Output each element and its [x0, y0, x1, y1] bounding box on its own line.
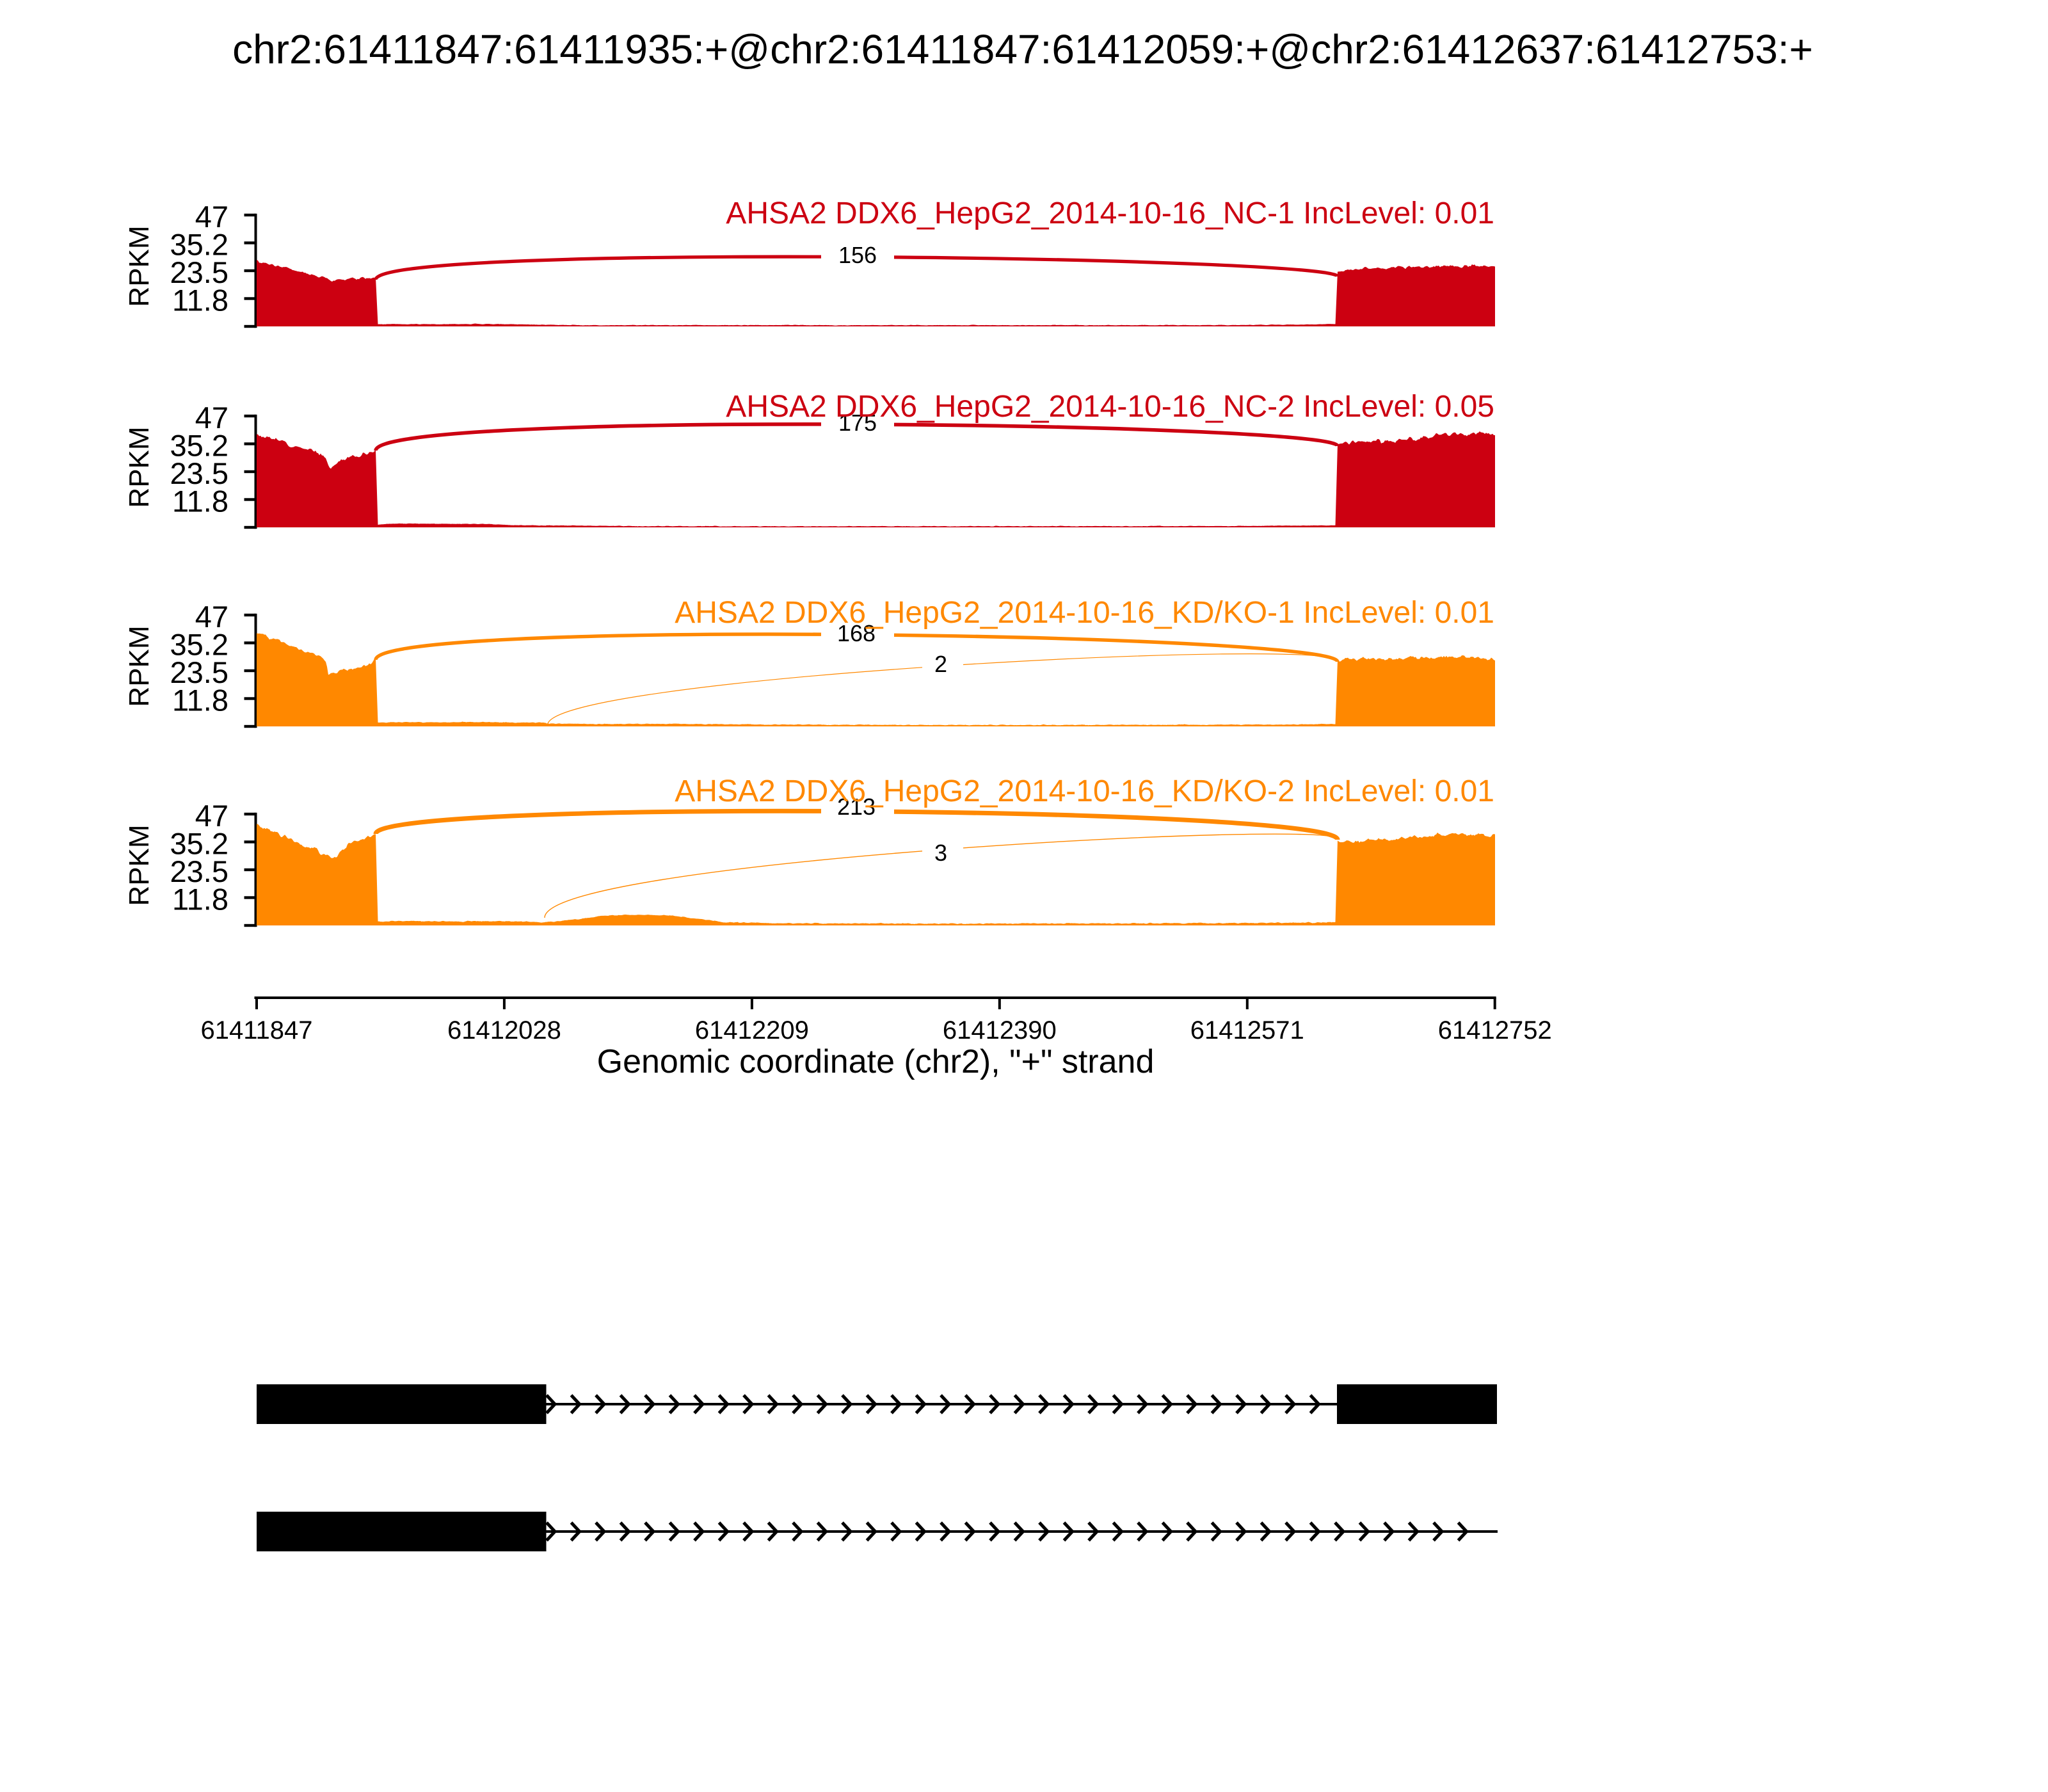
- svg-text:chr2:61411847:61411935:+@chr2:: chr2:61411847:61411935:+@chr2:61411847:6…: [232, 26, 1813, 72]
- svg-text:RPKM: RPKM: [124, 426, 155, 508]
- svg-text:61412028: 61412028: [447, 1016, 561, 1044]
- svg-text:11.8: 11.8: [172, 284, 228, 317]
- svg-text:61412390: 61412390: [943, 1016, 1057, 1044]
- svg-text:47: 47: [195, 799, 228, 833]
- svg-text:61412752: 61412752: [1438, 1016, 1552, 1044]
- svg-text:AHSA2 DDX6_HepG2_2014-10-16_KD: AHSA2 DDX6_HepG2_2014-10-16_KD/KO-2 IncL…: [675, 774, 1494, 808]
- svg-text:11.8: 11.8: [172, 883, 228, 916]
- svg-text:47: 47: [195, 600, 228, 634]
- svg-text:35.2: 35.2: [170, 228, 228, 262]
- svg-text:23.5: 23.5: [170, 854, 228, 888]
- svg-text:23.5: 23.5: [170, 255, 228, 289]
- svg-text:2: 2: [934, 651, 947, 677]
- svg-text:23.5: 23.5: [170, 456, 228, 490]
- svg-text:47: 47: [195, 401, 228, 435]
- svg-text:3: 3: [934, 840, 947, 866]
- svg-text:11.8: 11.8: [172, 484, 228, 518]
- svg-text:61412571: 61412571: [1190, 1016, 1304, 1044]
- svg-text:Genomic coordinate (chr2), "+": Genomic coordinate (chr2), "+" strand: [597, 1043, 1155, 1080]
- svg-text:61412209: 61412209: [695, 1016, 809, 1044]
- svg-text:35.2: 35.2: [170, 827, 228, 861]
- svg-text:11.8: 11.8: [172, 684, 228, 717]
- svg-text:156: 156: [838, 242, 877, 268]
- svg-text:AHSA2 DDX6_HepG2_2014-10-16_NC: AHSA2 DDX6_HepG2_2014-10-16_NC-1 IncLeve…: [726, 196, 1494, 230]
- svg-text:RPKM: RPKM: [124, 824, 155, 906]
- svg-text:35.2: 35.2: [170, 628, 228, 662]
- svg-text:RPKM: RPKM: [124, 625, 155, 707]
- svg-text:23.5: 23.5: [170, 655, 228, 689]
- svg-text:AHSA2 DDX6_HepG2_2014-10-16_NC: AHSA2 DDX6_HepG2_2014-10-16_NC-2 IncLeve…: [726, 390, 1494, 424]
- svg-text:175: 175: [838, 410, 877, 436]
- svg-text:61411847: 61411847: [201, 1016, 313, 1044]
- svg-text:213: 213: [837, 794, 876, 820]
- svg-text:35.2: 35.2: [170, 429, 228, 463]
- svg-text:168: 168: [837, 620, 876, 646]
- svg-text:47: 47: [195, 200, 228, 234]
- svg-text:AHSA2 DDX6_HepG2_2014-10-16_KD: AHSA2 DDX6_HepG2_2014-10-16_KD/KO-1 IncL…: [675, 596, 1494, 630]
- svg-text:RPKM: RPKM: [124, 225, 155, 307]
